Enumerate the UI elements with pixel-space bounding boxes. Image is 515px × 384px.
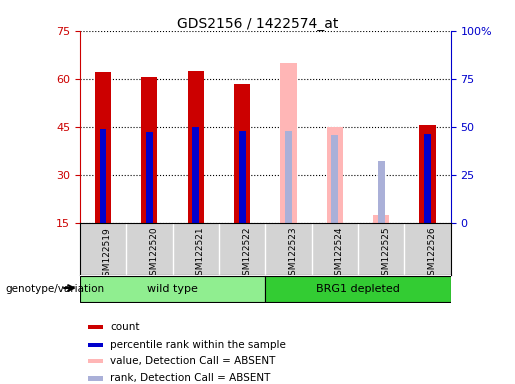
Bar xyxy=(88,359,104,363)
Text: GSM122522: GSM122522 xyxy=(242,227,251,281)
Text: GSM122524: GSM122524 xyxy=(335,227,344,281)
Bar xyxy=(327,127,343,223)
Text: GSM122523: GSM122523 xyxy=(288,227,297,281)
Bar xyxy=(88,325,104,329)
FancyBboxPatch shape xyxy=(265,276,451,302)
Bar xyxy=(187,71,204,223)
Text: GSM122525: GSM122525 xyxy=(381,227,390,281)
Text: genotype/variation: genotype/variation xyxy=(5,284,104,294)
Text: count: count xyxy=(110,322,140,332)
Text: rank, Detection Call = ABSENT: rank, Detection Call = ABSENT xyxy=(110,374,270,384)
Bar xyxy=(192,127,199,223)
Bar xyxy=(373,215,389,223)
Bar xyxy=(88,376,104,381)
Text: value, Detection Call = ABSENT: value, Detection Call = ABSENT xyxy=(110,356,276,366)
Bar xyxy=(424,134,431,223)
Text: percentile rank within the sample: percentile rank within the sample xyxy=(110,339,286,349)
Bar xyxy=(146,132,153,223)
Text: GDS2156 / 1422574_at: GDS2156 / 1422574_at xyxy=(177,17,338,31)
Bar xyxy=(99,129,107,223)
Bar xyxy=(234,84,250,223)
Text: GSM122521: GSM122521 xyxy=(196,227,204,281)
Bar xyxy=(419,125,436,223)
Bar xyxy=(377,161,385,223)
Text: wild type: wild type xyxy=(147,284,198,294)
Text: BRG1 depleted: BRG1 depleted xyxy=(316,284,400,294)
Text: GSM122526: GSM122526 xyxy=(427,227,436,281)
Text: GSM122519: GSM122519 xyxy=(103,227,112,281)
Bar xyxy=(141,77,158,223)
Bar xyxy=(280,63,297,223)
Bar xyxy=(238,131,246,223)
Bar xyxy=(95,72,111,223)
Text: GSM122520: GSM122520 xyxy=(149,227,158,281)
Bar xyxy=(331,136,338,223)
Bar xyxy=(285,131,292,223)
FancyBboxPatch shape xyxy=(80,276,265,302)
Bar xyxy=(88,343,104,347)
